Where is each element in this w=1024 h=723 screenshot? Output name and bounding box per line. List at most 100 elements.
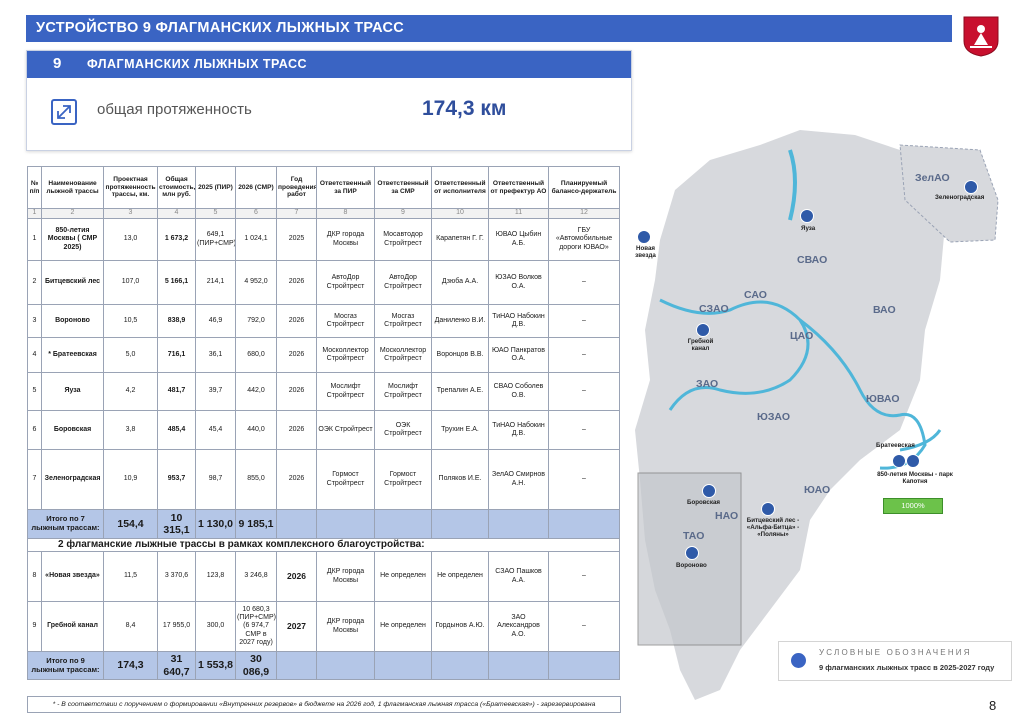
cell-year: 2026 (276, 260, 317, 305)
map-label-yuvao: ЮВАО (866, 393, 900, 405)
cell-n: 6 (27, 410, 42, 450)
cell-smr: 680,0 (235, 337, 277, 373)
track-marker-icon (761, 502, 775, 516)
total-len: 174,3 (103, 651, 158, 680)
cell-year: 2027 (276, 601, 317, 652)
cell-cost: 481,7 (157, 372, 196, 411)
index-cell: 7 (276, 208, 317, 219)
cell-exec: Дзюба А.А. (431, 260, 489, 305)
cell-smr: 10 680,3 (ПИР+СМР) (6 974,7 СМР в 2027 г… (235, 601, 277, 652)
cell-exec: Воронцов В.В. (431, 337, 489, 373)
cell-len: 10,5 (103, 304, 158, 338)
table-row: 5 Яуза 4,2 481,7 39,7 442,0 2026 Мослифт… (27, 372, 620, 411)
index-cell: 5 (195, 208, 236, 219)
total-row-9: Итого по 9 лыжным трассам: 174,3 31 640,… (27, 651, 620, 680)
cell-hold: – (548, 551, 620, 602)
total-cost: 31 640,7 (157, 651, 196, 680)
total-smr: 30 086,9 (235, 651, 277, 680)
cell-smr: 3 246,8 (235, 551, 277, 602)
cell-n: 2 (27, 260, 42, 305)
total-pir: 1 553,8 (195, 651, 236, 680)
footnote: * - В соответствии с поручением о формир… (27, 696, 621, 713)
cell-year: 2025 (276, 218, 317, 261)
table-header-row: № п/п Наименование лыжной трассы Проектн… (27, 166, 620, 209)
empty-cell (548, 651, 620, 680)
cell-hold: ГБУ «Автомобильные дороги ЮВАО» (548, 218, 620, 261)
empty-cell (374, 651, 432, 680)
cell-cost: 953,7 (157, 449, 196, 510)
cell-pref: ЮЗАО Волков О.А. (488, 260, 549, 305)
cell-exec: Даниленко В.И. (431, 304, 489, 338)
track-label-novaya-zvezda: Новая звезда (635, 245, 656, 260)
index-cell: 10 (431, 208, 489, 219)
cell-pir: 300,0 (195, 601, 236, 652)
track-marker-icon (696, 323, 710, 337)
table-row: 7 Зеленоградская 10,9 953,7 98,7 855,0 2… (27, 449, 620, 510)
cell-hold: – (548, 372, 620, 411)
cell-pref: ЗАО Александров А.О. (488, 601, 549, 652)
track-marker-icon (637, 230, 651, 244)
table-row: 8 «Новая звезда» 11,5 3 370,6 123,8 3 24… (27, 551, 620, 602)
cell-exec: Трепалин А.Е. (431, 372, 489, 411)
col-header: Ответственный от исполнителя (431, 166, 489, 209)
index-cell: 9 (374, 208, 432, 219)
cell-rpir: Мосгаз Стройтрест (316, 304, 375, 338)
cell-name: Битцевский лес (41, 260, 104, 305)
cell-smr: 855,0 (235, 449, 277, 510)
card-header: 9 ФЛАГМАНСКИХ ЛЫЖНЫХ ТРАСС (27, 51, 631, 78)
map-label-zao: ЗАО (696, 378, 719, 390)
cell-pref: ЮАО Панкратов О.А. (488, 337, 549, 373)
col-header: Ответственный за СМР (374, 166, 432, 209)
page-number: 8 (989, 698, 997, 713)
cell-len: 3,8 (103, 410, 158, 450)
map-label-zelao: ЗелАО (915, 172, 950, 184)
cell-rsmr: Мослифт Стройтрест (374, 372, 432, 411)
cell-len: 107,0 (103, 260, 158, 305)
cell-rpir: АвтоДор Стройтрест (316, 260, 375, 305)
total-row-7: Итого по 7 лыжным трассам: 154,4 10 315,… (27, 509, 620, 539)
map-label-sao: САО (744, 289, 767, 301)
track-label-grebnoy-kanal: Гребной канал (687, 338, 714, 353)
cell-rpir: ДКР города Москвы (316, 601, 375, 652)
map-label-yuzao: ЮЗАО (757, 411, 791, 423)
cell-len: 10,9 (103, 449, 158, 510)
col-header: Планируемый балансо-держатель (548, 166, 620, 209)
cell-exec: Не определен (431, 551, 489, 602)
total-cost: 10 315,1 (157, 509, 196, 539)
col-header: 2026 (СМР) (235, 166, 277, 209)
cell-exec: Карапетян Г. Г. (431, 218, 489, 261)
cell-pir: 45,4 (195, 410, 236, 450)
cell-cost: 5 166,1 (157, 260, 196, 305)
table-row: 2 Битцевский лес 107,0 5 166,1 214,1 4 9… (27, 260, 620, 305)
col-header: № п/п (27, 166, 42, 209)
cell-pir: 649,1 (ПИР+СМР) (195, 218, 236, 261)
cell-name: Боровская (41, 410, 104, 450)
cell-pir: 39,7 (195, 372, 236, 411)
cell-name: Гребной канал (41, 601, 104, 652)
cell-year: 2026 (276, 372, 317, 411)
table-row: 9 Гребной канал 8,4 17 955,0 300,0 10 68… (27, 601, 620, 652)
cell-exec: Поляков И.Е. (431, 449, 489, 510)
total-label: Итого по 7 лыжным трассам: (27, 509, 104, 539)
total-label: Итого по 9 лыжным трассам: (27, 651, 104, 680)
cell-rpir: Мослифт Стройтрест (316, 372, 375, 411)
track-marker-icon (964, 180, 978, 194)
cell-rpir: ОЭК Стройтрест (316, 410, 375, 450)
map-legend: УСЛОВНЫЕ ОБОЗНАЧЕНИЯ 9 флагманских лыжны… (778, 641, 1012, 681)
empty-cell (488, 651, 549, 680)
card-title: ФЛАГМАНСКИХ ЛЫЖНЫХ ТРАСС (87, 57, 308, 71)
col-header: 2025 (ПИР) (195, 166, 236, 209)
cell-n: 7 (27, 449, 42, 510)
cell-hold: – (548, 601, 620, 652)
table-index-row: 1 2 3 4 5 6 7 8 9 10 11 12 (27, 208, 620, 219)
cell-pir: 214,1 (195, 260, 236, 305)
cell-pref: ТиНАО Набокин Д.В. (488, 304, 549, 338)
cell-year: 2026 (276, 551, 317, 602)
cell-rsmr: Не определен (374, 601, 432, 652)
cell-pref: ЗелАО Смирнов А.Н. (488, 449, 549, 510)
col-header: Наименование лыжной трассы (41, 166, 104, 209)
tracks-table: № п/п Наименование лыжной трассы Проектн… (27, 166, 620, 680)
cell-year: 2026 (276, 449, 317, 510)
cell-cost: 485,4 (157, 410, 196, 450)
empty-cell (431, 509, 489, 539)
